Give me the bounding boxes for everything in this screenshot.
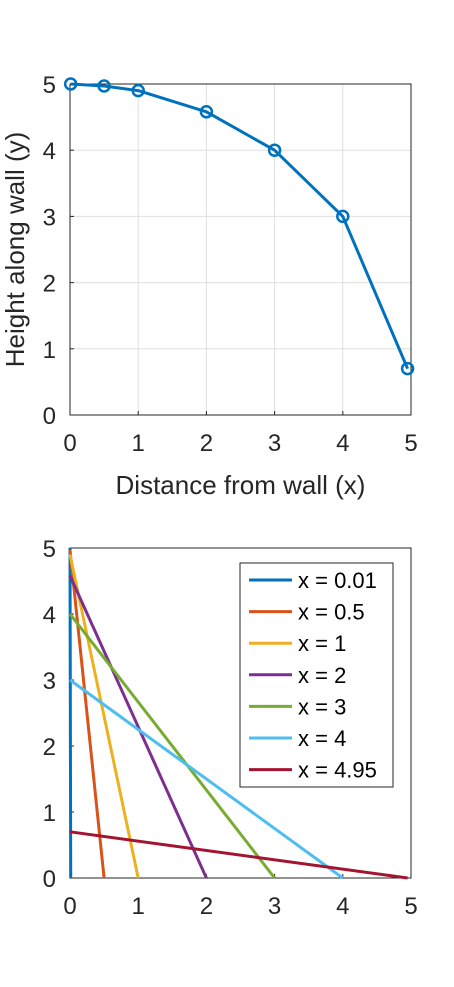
data-point [267, 143, 282, 157]
y-tick-label: 4 [43, 138, 56, 165]
legend-label: x = 1 [298, 631, 346, 656]
x-tick-label: 1 [132, 430, 145, 457]
legend-label: x = 2 [298, 663, 346, 688]
data-point [336, 209, 350, 224]
series-line [68, 547, 73, 879]
legend-label: x = 4 [298, 726, 346, 751]
data-point [400, 361, 415, 376]
data-point [199, 105, 214, 119]
x-tick-label: 2 [200, 893, 213, 920]
top-chart-plot-area [69, 83, 412, 416]
data-point [63, 77, 78, 91]
series-line [68, 575, 208, 879]
top-chart-xlabel: Distance from wall (x) [116, 470, 366, 500]
x-tick-label: 4 [336, 430, 349, 457]
series-line [70, 82, 409, 370]
y-tick-label: 2 [43, 271, 56, 298]
x-tick-label: 3 [268, 893, 281, 920]
x-tick-label: 5 [404, 430, 417, 457]
x-tick-label: 0 [63, 893, 76, 920]
series-line [69, 830, 408, 880]
y-tick-label: 1 [43, 337, 56, 364]
top-chart-series [63, 77, 415, 376]
y-tick-label: 4 [43, 602, 56, 629]
x-tick-label: 2 [200, 430, 213, 457]
x-tick-label: 3 [268, 430, 281, 457]
y-tick-label: 1 [43, 800, 56, 827]
series-line [68, 554, 140, 879]
bottom-chart-series [68, 547, 408, 880]
y-tick-label: 0 [43, 866, 56, 893]
legend-label: x = 4.95 [298, 758, 377, 783]
top-chart-grid [70, 84, 411, 415]
y-tick-label: 5 [43, 72, 56, 99]
y-tick-label: 0 [43, 403, 56, 430]
x-tick-label: 5 [404, 893, 417, 920]
y-tick-label: 5 [43, 536, 56, 563]
data-point [131, 83, 145, 98]
series-line [68, 613, 276, 879]
top-chart: 0 1 2 3 4 5 0 1 2 3 4 5 Distance from wall (x) Heig… [0, 72, 418, 500]
x-tick-label: 1 [132, 893, 145, 920]
y-tick-label: 3 [43, 668, 56, 695]
bottom-chart-legend: x = 0.01 x = 0.5 x = 1 x = 2 x = 3 x = 4 x = 4… [239, 562, 394, 788]
legend-label: x = 0.01 [298, 568, 377, 593]
legend-label: x = 3 [298, 694, 346, 719]
top-chart-ticks: 0 1 2 3 4 5 0 1 2 3 4 5 [43, 72, 418, 457]
y-tick-label: 2 [43, 734, 56, 761]
y-tick-label: 3 [43, 204, 56, 231]
top-chart-ylabel: Height along wall (y) [0, 132, 30, 368]
legend-label: x = 0.5 [298, 600, 365, 625]
series-line [68, 549, 106, 879]
x-tick-label: 4 [336, 893, 349, 920]
x-tick-label: 0 [63, 430, 76, 457]
series-line [69, 678, 344, 880]
bottom-chart-ticks: 0 1 2 3 4 5 0 1 2 3 4 5 [43, 536, 418, 920]
data-point [97, 79, 111, 93]
